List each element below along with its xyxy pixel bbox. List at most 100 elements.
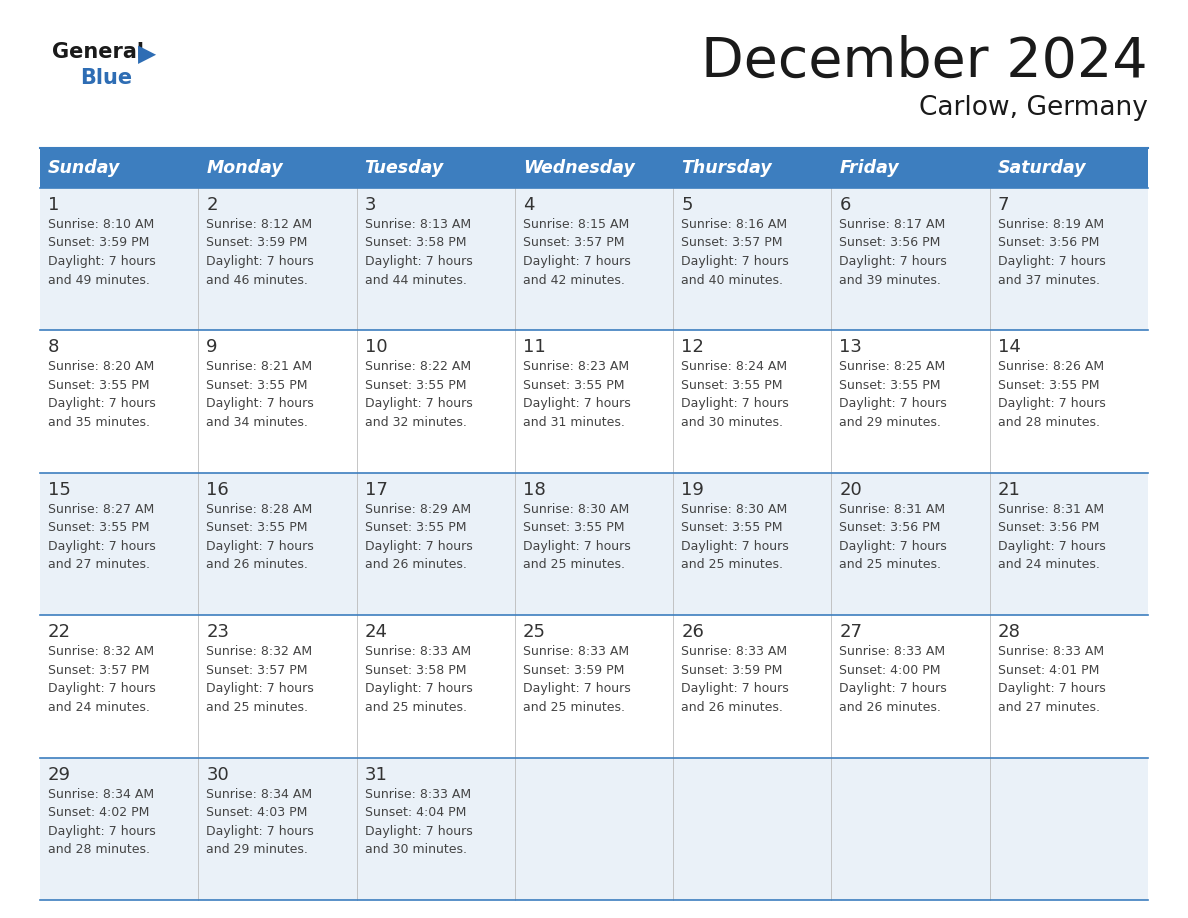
Text: and 32 minutes.: and 32 minutes.	[365, 416, 467, 429]
Text: Tuesday: Tuesday	[365, 159, 444, 177]
Text: 1: 1	[48, 196, 59, 214]
Text: Sunset: 3:55 PM: Sunset: 3:55 PM	[840, 379, 941, 392]
Text: Sunset: 3:59 PM: Sunset: 3:59 PM	[523, 664, 624, 677]
Text: Sunset: 3:56 PM: Sunset: 3:56 PM	[998, 521, 1099, 534]
Text: 8: 8	[48, 339, 59, 356]
Text: and 44 minutes.: and 44 minutes.	[365, 274, 467, 286]
Text: and 26 minutes.: and 26 minutes.	[681, 700, 783, 713]
Text: Sunset: 3:55 PM: Sunset: 3:55 PM	[681, 521, 783, 534]
Text: 24: 24	[365, 623, 387, 641]
Text: Sunrise: 8:34 AM: Sunrise: 8:34 AM	[48, 788, 154, 800]
Text: ▶: ▶	[138, 42, 156, 66]
Text: Daylight: 7 hours: Daylight: 7 hours	[365, 682, 473, 695]
Text: Sunset: 3:56 PM: Sunset: 3:56 PM	[998, 237, 1099, 250]
Text: Sunrise: 8:28 AM: Sunrise: 8:28 AM	[207, 503, 312, 516]
Text: Sunrise: 8:17 AM: Sunrise: 8:17 AM	[840, 218, 946, 231]
Text: Monday: Monday	[207, 159, 283, 177]
Text: 13: 13	[840, 339, 862, 356]
Text: Sunrise: 8:30 AM: Sunrise: 8:30 AM	[523, 503, 630, 516]
Text: Daylight: 7 hours: Daylight: 7 hours	[681, 682, 789, 695]
Text: Sunrise: 8:29 AM: Sunrise: 8:29 AM	[365, 503, 470, 516]
Text: Sunset: 3:55 PM: Sunset: 3:55 PM	[48, 521, 150, 534]
Text: Sunrise: 8:33 AM: Sunrise: 8:33 AM	[523, 645, 628, 658]
Text: Sunset: 3:57 PM: Sunset: 3:57 PM	[48, 664, 150, 677]
Text: Daylight: 7 hours: Daylight: 7 hours	[840, 255, 947, 268]
Text: Thursday: Thursday	[681, 159, 772, 177]
Text: Sunset: 3:55 PM: Sunset: 3:55 PM	[523, 521, 625, 534]
Text: and 49 minutes.: and 49 minutes.	[48, 274, 150, 286]
Text: Sunrise: 8:16 AM: Sunrise: 8:16 AM	[681, 218, 788, 231]
Text: Daylight: 7 hours: Daylight: 7 hours	[365, 397, 473, 410]
Text: Friday: Friday	[840, 159, 899, 177]
Text: Sunrise: 8:30 AM: Sunrise: 8:30 AM	[681, 503, 788, 516]
Text: Sunset: 4:04 PM: Sunset: 4:04 PM	[365, 806, 466, 819]
Text: Sunrise: 8:13 AM: Sunrise: 8:13 AM	[365, 218, 470, 231]
Text: Daylight: 7 hours: Daylight: 7 hours	[48, 682, 156, 695]
Text: Daylight: 7 hours: Daylight: 7 hours	[48, 540, 156, 553]
Text: and 40 minutes.: and 40 minutes.	[681, 274, 783, 286]
Text: 30: 30	[207, 766, 229, 784]
Text: and 25 minutes.: and 25 minutes.	[523, 558, 625, 571]
Text: 31: 31	[365, 766, 387, 784]
Text: Blue: Blue	[80, 68, 132, 88]
Text: 10: 10	[365, 339, 387, 356]
Text: Daylight: 7 hours: Daylight: 7 hours	[523, 682, 631, 695]
Text: 19: 19	[681, 481, 704, 498]
Text: and 39 minutes.: and 39 minutes.	[840, 274, 941, 286]
Text: 9: 9	[207, 339, 217, 356]
Text: 18: 18	[523, 481, 545, 498]
Text: Sunset: 3:58 PM: Sunset: 3:58 PM	[365, 664, 466, 677]
Text: Daylight: 7 hours: Daylight: 7 hours	[365, 540, 473, 553]
Text: Sunrise: 8:31 AM: Sunrise: 8:31 AM	[840, 503, 946, 516]
Text: 15: 15	[48, 481, 71, 498]
Text: and 27 minutes.: and 27 minutes.	[48, 558, 150, 571]
Text: Daylight: 7 hours: Daylight: 7 hours	[523, 397, 631, 410]
Text: 14: 14	[998, 339, 1020, 356]
Text: Sunrise: 8:32 AM: Sunrise: 8:32 AM	[207, 645, 312, 658]
Bar	[40, 757, 1148, 900]
Text: Sunset: 3:55 PM: Sunset: 3:55 PM	[681, 379, 783, 392]
Text: Daylight: 7 hours: Daylight: 7 hours	[840, 540, 947, 553]
Text: Wednesday: Wednesday	[523, 159, 634, 177]
Text: and 27 minutes.: and 27 minutes.	[998, 700, 1100, 713]
Text: Sunrise: 8:34 AM: Sunrise: 8:34 AM	[207, 788, 312, 800]
Text: Saturday: Saturday	[998, 159, 1086, 177]
Text: Sunrise: 8:33 AM: Sunrise: 8:33 AM	[365, 645, 470, 658]
Text: 12: 12	[681, 339, 704, 356]
Text: Sunset: 3:57 PM: Sunset: 3:57 PM	[207, 664, 308, 677]
Text: 20: 20	[840, 481, 862, 498]
Text: 27: 27	[840, 623, 862, 641]
Text: and 29 minutes.: and 29 minutes.	[207, 843, 308, 856]
Bar	[40, 473, 1148, 615]
Text: 3: 3	[365, 196, 377, 214]
Text: 29: 29	[48, 766, 71, 784]
Bar	[40, 615, 1148, 757]
Text: Sunset: 3:55 PM: Sunset: 3:55 PM	[365, 379, 466, 392]
Text: Sunset: 3:56 PM: Sunset: 3:56 PM	[840, 521, 941, 534]
Text: Sunset: 3:58 PM: Sunset: 3:58 PM	[365, 237, 466, 250]
Text: 11: 11	[523, 339, 545, 356]
Text: Sunrise: 8:33 AM: Sunrise: 8:33 AM	[998, 645, 1104, 658]
Text: and 37 minutes.: and 37 minutes.	[998, 274, 1100, 286]
Bar	[514, 148, 674, 188]
Text: Sunrise: 8:27 AM: Sunrise: 8:27 AM	[48, 503, 154, 516]
Text: Sunrise: 8:10 AM: Sunrise: 8:10 AM	[48, 218, 154, 231]
Text: Sunset: 3:55 PM: Sunset: 3:55 PM	[207, 379, 308, 392]
Text: Sunrise: 8:24 AM: Sunrise: 8:24 AM	[681, 361, 788, 374]
Text: Sunrise: 8:32 AM: Sunrise: 8:32 AM	[48, 645, 154, 658]
Text: Daylight: 7 hours: Daylight: 7 hours	[681, 397, 789, 410]
Text: Daylight: 7 hours: Daylight: 7 hours	[681, 255, 789, 268]
Text: 21: 21	[998, 481, 1020, 498]
Text: and 24 minutes.: and 24 minutes.	[48, 700, 150, 713]
Text: Daylight: 7 hours: Daylight: 7 hours	[365, 824, 473, 837]
Text: Daylight: 7 hours: Daylight: 7 hours	[207, 540, 314, 553]
Text: Sunset: 3:55 PM: Sunset: 3:55 PM	[48, 379, 150, 392]
Text: and 42 minutes.: and 42 minutes.	[523, 274, 625, 286]
Text: 5: 5	[681, 196, 693, 214]
Text: and 28 minutes.: and 28 minutes.	[998, 416, 1100, 429]
Text: and 25 minutes.: and 25 minutes.	[207, 700, 308, 713]
Text: 17: 17	[365, 481, 387, 498]
Text: Sunset: 3:55 PM: Sunset: 3:55 PM	[523, 379, 625, 392]
Text: Daylight: 7 hours: Daylight: 7 hours	[998, 397, 1106, 410]
Text: and 31 minutes.: and 31 minutes.	[523, 416, 625, 429]
